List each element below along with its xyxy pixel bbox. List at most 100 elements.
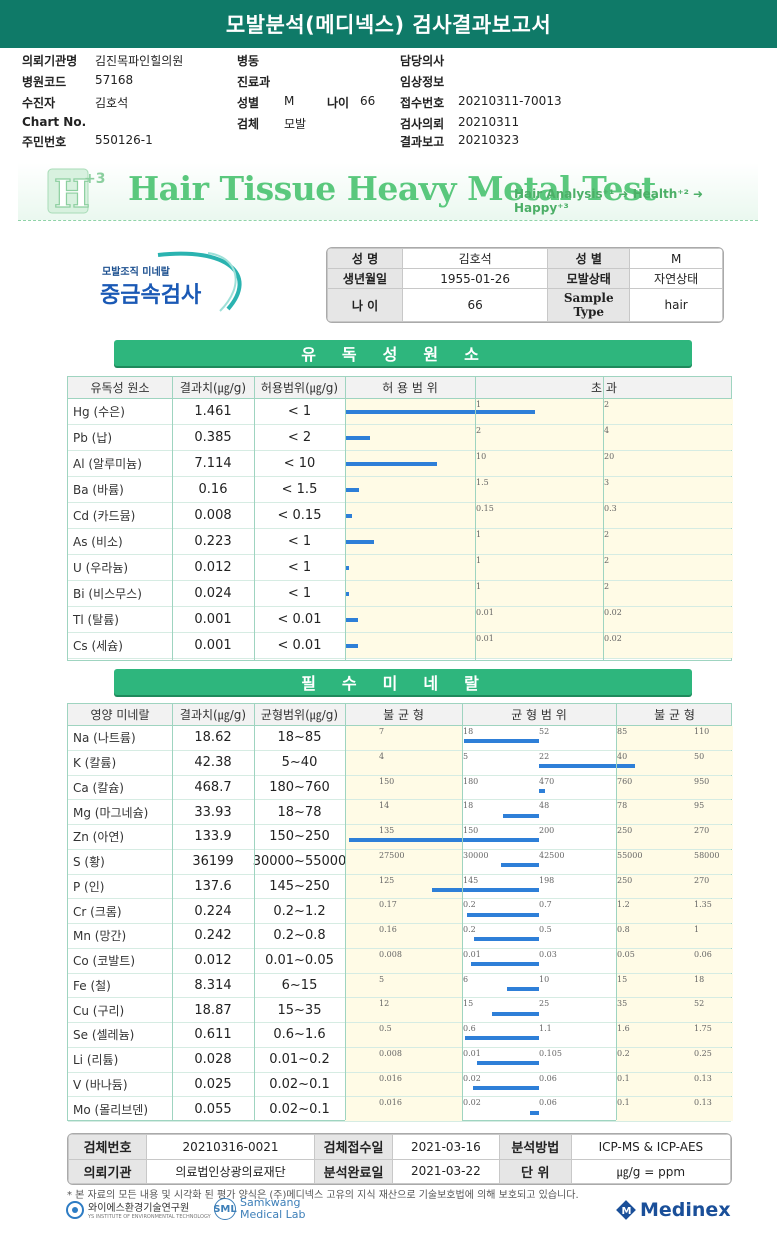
toxic-col-divider — [475, 377, 476, 660]
toxic-result: 7.114 — [194, 456, 232, 471]
toxic-bar — [345, 436, 371, 440]
mineral-tick: 5 — [463, 751, 469, 761]
mineral-row: Ca (칼슘) 468.7 180~760 150 180 470 760 950 — [68, 775, 733, 801]
specimen-no-value: 20210316-0021 — [145, 1134, 316, 1160]
toxic-range: < 1 — [287, 404, 312, 419]
toxic-row: Hg (수은) 1.461 < 1 1 2 — [68, 399, 733, 425]
mineral-tick: 0.1 — [617, 1073, 630, 1083]
mineral-bar — [500, 863, 539, 868]
mineral-low-zone — [345, 973, 462, 998]
mineral-range: 0.02~0.1 — [269, 1101, 330, 1117]
mineral-row: S (황) 36199 30000~55000 27500 30000 42500 5500… — [68, 849, 733, 875]
toxic-header-row: 유독성 원소 결과치(㎍/g) 허용범위(㎍/g) 허 용 범 위 초 과 — [68, 377, 731, 399]
toxic-result: 0.001 — [194, 612, 232, 627]
toxic-result: 0.223 — [194, 534, 232, 549]
mineral-tick: 18 — [463, 727, 474, 736]
mineral-col-divider — [462, 704, 463, 1120]
report-title: 모발분석(메디넥스) 검사결과보고서 — [0, 0, 777, 48]
mineral-high-zone — [616, 800, 733, 824]
mineral-tick: 150 — [379, 776, 395, 786]
mineral-result: 468.7 — [194, 779, 232, 795]
banner-title: Hair Tissue Heavy Metal Test — [128, 169, 656, 208]
mineral-range: 0.2~0.8 — [273, 928, 326, 944]
code-label: 병원코드 — [22, 75, 67, 89]
mineral-tick: 270 — [694, 826, 710, 835]
specimen-value: 모발 — [284, 117, 307, 131]
toxic-tick: 0.01 — [476, 608, 494, 617]
mineral-tick: 0.1 — [617, 1098, 630, 1108]
mineral-low-zone — [345, 899, 462, 923]
mineral-tick: 125 — [379, 875, 395, 885]
pi-hair-value: 자연상태 — [629, 268, 723, 290]
mineral-tick: 0.17 — [379, 900, 397, 910]
mineral-high-zone — [616, 1023, 733, 1047]
toxic-element-name: Pb (납) — [73, 431, 113, 445]
mineral-high-zone — [616, 849, 733, 874]
mineral-tick: 85 — [617, 727, 628, 736]
mineral-result: 0.025 — [194, 1076, 232, 1092]
mineral-range: 5~40 — [281, 755, 318, 771]
pi-name-value: 김호석 — [401, 248, 549, 270]
pi-hair-label: 모발상태 — [547, 268, 631, 290]
toxic-tick: 1 — [476, 530, 482, 539]
mineral-tick: 58000 — [694, 850, 720, 860]
mineral-element-name: Cu (구리) — [73, 1003, 125, 1018]
toxic-tick: 0.15 — [476, 504, 494, 513]
mineral-tick: 0.06 — [539, 1073, 557, 1083]
mineral-tick: 18 — [694, 974, 705, 984]
mineral-row: Mn (망간) 0.242 0.2~0.8 0.16 0.2 0.5 0.8 1 — [68, 924, 733, 949]
mineral-tick: 48 — [539, 801, 550, 811]
mineral-range: 18~85 — [277, 730, 322, 746]
mineral-tick: 200 — [539, 826, 555, 835]
sml-badge: SML — [213, 1198, 237, 1220]
toxic-result: 0.024 — [194, 586, 232, 601]
pi-age-value: 66 — [401, 288, 549, 322]
code-value: 57168 — [95, 73, 134, 87]
mineral-tick: 55000 — [617, 850, 643, 860]
pi-name-label: 성 명 — [327, 248, 403, 270]
mineral-bar — [529, 1110, 539, 1115]
mineral-tick: 52 — [539, 727, 550, 736]
toxic-tick: 20 — [604, 452, 615, 461]
org-label: 의뢰기관 — [68, 1158, 147, 1184]
mineral-range: 18~78 — [277, 804, 322, 820]
meta-row-4: Chart No. 검체 모발 검사의뢰 20210311 — [22, 115, 762, 135]
mineral-tick: 12 — [379, 999, 390, 1009]
toxic-bar — [345, 566, 349, 570]
mineral-range: 150~250 — [269, 829, 330, 845]
mineral-bar — [492, 1011, 539, 1016]
mineral-element-name: P (인) — [73, 879, 105, 894]
pi-dob-value: 1955-01-26 — [401, 268, 549, 290]
mineral-high-zone — [616, 924, 733, 948]
mineral-tick: 1.75 — [694, 1024, 712, 1033]
toxic-element-name: Tl (탈륨) — [73, 613, 119, 627]
mineral-tick: 135 — [379, 826, 395, 835]
mineral-tick: 27500 — [379, 850, 405, 860]
pi-sex-label: 성 별 — [547, 248, 631, 270]
mineral-tick: 0.06 — [694, 949, 712, 959]
mineral-low-zone — [345, 948, 462, 973]
mineral-tick: 760 — [617, 776, 633, 786]
mineral-tick: 1.35 — [694, 900, 712, 910]
mineral-tick: 0.02 — [463, 1073, 481, 1083]
mineral-tick: 0.7 — [539, 900, 552, 910]
mineral-bar — [464, 1036, 539, 1041]
toxic-element-name: As (비소) — [73, 535, 123, 549]
mineral-tick: 15 — [463, 999, 474, 1009]
mineral-row: V (바나듐) 0.025 0.02~0.1 0.016 0.02 0.06 0.1 0.13 — [68, 1072, 733, 1098]
mineral-tick: 0.03 — [539, 949, 557, 959]
mineral-tick: 0.008 — [379, 1048, 402, 1058]
age-value: 66 — [360, 94, 376, 108]
mineral-tick: 250 — [617, 826, 633, 835]
toxic-result: 0.385 — [194, 430, 232, 445]
mineral-tick: 1 — [694, 925, 700, 934]
mineral-header-cell: 불 균 형 — [654, 708, 695, 722]
banner-subtitle: Hair Analysis⁺¹ ➜ Health⁺² ➜ Happy⁺³ — [514, 187, 704, 215]
toxic-row: Ba (바륨) 0.16 < 1.5 1.5 3 — [68, 477, 733, 503]
mineral-low-zone — [345, 750, 462, 775]
mineral-result: 36199 — [192, 854, 234, 870]
mineral-range: 145~250 — [269, 878, 330, 894]
mineral-bar — [539, 764, 636, 769]
mineral-tick: 5 — [379, 974, 385, 984]
pi-sex-value: M — [629, 248, 723, 270]
